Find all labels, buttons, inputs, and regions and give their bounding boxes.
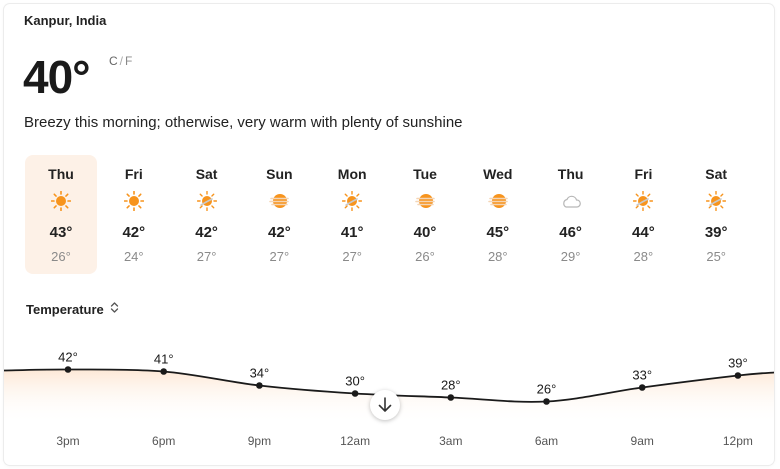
unit-toggle: C / F <box>109 54 132 68</box>
temperature-point-label: 34° <box>250 366 270 381</box>
time-axis-label: 6pm <box>152 434 175 448</box>
temperature-point[interactable] <box>638 384 646 391</box>
day-high-temp: 42° <box>122 224 146 241</box>
location-name: Kanpur, India <box>24 13 107 28</box>
day-low-temp: 25° <box>706 249 727 264</box>
sun-wind-icon <box>196 190 217 212</box>
hazy-sun-icon <box>415 191 435 211</box>
time-axis-label: 12pm <box>723 434 753 448</box>
day-high-temp: 41° <box>340 224 364 241</box>
day-tile-mon[interactable]: Mon 41° 27° <box>316 155 388 274</box>
unit-fahrenheit-toggle[interactable]: F <box>125 54 133 68</box>
day-name: Mon <box>337 166 367 182</box>
time-axis-label: 9pm <box>248 434 271 448</box>
day-tile-tue[interactable]: Tue 40° 26° <box>389 155 461 274</box>
day-name: Sat <box>705 166 728 182</box>
day-high-temp: 44° <box>632 224 655 241</box>
day-low-temp: 27° <box>342 249 363 264</box>
day-high-temp: 40° <box>413 224 437 241</box>
day-low-temp: 29° <box>560 249 581 264</box>
temperature-point-label: 42° <box>58 350 78 365</box>
day-low-temp: 28° <box>633 249 654 264</box>
day-high-temp: 43° <box>49 224 73 241</box>
unit-separator: / <box>119 54 124 68</box>
day-high-temp: 39° <box>704 224 728 241</box>
day-name: Fri <box>124 166 143 182</box>
day-high-temp: 46° <box>559 224 582 241</box>
sun-wind-icon <box>341 190 363 212</box>
day-tile-sat[interactable]: Sat 42° 27° <box>171 155 243 274</box>
time-axis-label: 9am <box>631 434 654 448</box>
day-name: Tue <box>413 166 437 182</box>
hazy-sun-icon <box>269 191 290 211</box>
temperature-point-label: 41° <box>154 352 174 367</box>
cloud-icon <box>561 191 581 211</box>
temperature-point-label: 28° <box>441 378 461 393</box>
day-low-temp: 27° <box>269 249 290 264</box>
time-axis-label: 3pm <box>56 434 79 448</box>
day-high-temp: 42° <box>195 224 218 241</box>
day-name: Thu <box>557 166 584 182</box>
day-name: Wed <box>483 166 513 182</box>
day-tile-thu[interactable]: Thu 46° 29° <box>535 155 607 274</box>
temperature-point[interactable] <box>351 390 359 397</box>
day-name: Sat <box>195 166 218 182</box>
time-axis-label: 3am <box>439 434 462 448</box>
temperature-point[interactable] <box>447 394 455 401</box>
temperature-point[interactable] <box>543 398 550 405</box>
sun-wind-icon <box>633 190 654 212</box>
day-low-temp: 27° <box>196 249 217 264</box>
day-name: Sun <box>266 166 293 182</box>
weather-summary: Breezy this morning; otherwise, very war… <box>24 114 463 131</box>
temperature-point[interactable] <box>160 368 167 375</box>
sun-icon <box>123 190 145 212</box>
temperature-line <box>4 368 774 403</box>
temperature-metric-selector[interactable]: Temperature <box>26 302 119 317</box>
day-tile-fri[interactable]: Fri 44° 28° <box>607 155 679 274</box>
temperature-point[interactable] <box>256 382 263 389</box>
day-low-temp: 24° <box>123 249 144 264</box>
time-axis-label: 6am <box>535 434 558 448</box>
current-temperature: 40° <box>23 51 91 103</box>
day-name: Fri <box>634 166 653 182</box>
day-name: Thu <box>48 166 74 182</box>
temperature-point-label: 30° <box>345 374 365 389</box>
weather-card: Kanpur, India 40° C / F Breezy this mornin… <box>4 4 774 465</box>
temperature-point-label: 33° <box>632 368 652 383</box>
day-tile-fri[interactable]: Fri 42° 24° <box>98 155 170 274</box>
daily-forecast: Thu 43° 26° Fri 42° 24° Sat 42° 27° Sun 42° 27° Mon 4… <box>24 155 764 275</box>
arrow-down-icon <box>378 397 392 412</box>
day-tile-thu[interactable]: Thu 43° 26° <box>25 155 97 274</box>
sun-icon <box>50 190 72 212</box>
up-down-chevron-icon <box>110 302 119 316</box>
sun-wind-icon <box>705 190 727 212</box>
unit-celsius-toggle[interactable]: C <box>109 54 118 68</box>
day-low-temp: 28° <box>487 249 508 264</box>
day-tile-sat[interactable]: Sat 39° 25° <box>680 155 752 274</box>
day-tile-wed[interactable]: Wed 45° 28° <box>462 155 534 274</box>
hazy-sun-icon <box>487 191 508 211</box>
day-high-temp: 45° <box>486 224 510 241</box>
time-axis-label: 12am <box>340 434 370 448</box>
temperature-point[interactable] <box>734 372 742 379</box>
temperature-selector-label: Temperature <box>26 302 104 317</box>
temperature-point[interactable] <box>64 366 72 373</box>
day-low-temp: 26° <box>415 249 435 264</box>
scroll-down-button[interactable] <box>370 390 400 420</box>
temperature-point-label: 26° <box>537 382 557 397</box>
temperature-point-label: 39° <box>728 356 748 371</box>
day-high-temp: 42° <box>268 224 291 241</box>
day-low-temp: 26° <box>51 249 71 264</box>
day-tile-sun[interactable]: Sun 42° 27° <box>243 155 315 274</box>
